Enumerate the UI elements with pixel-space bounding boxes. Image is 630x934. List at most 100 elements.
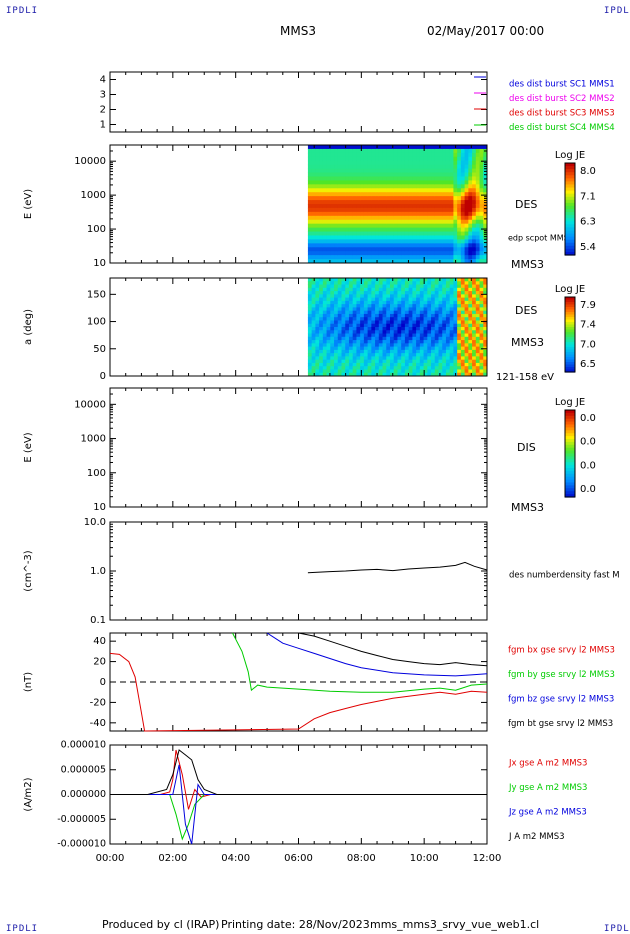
spectrogram-cell-2 xyxy=(378,307,384,312)
spectrogram-cell-2 xyxy=(356,284,361,289)
y-tick-label: 10 xyxy=(93,502,106,513)
spectrogram-cell-2 xyxy=(464,304,469,308)
spectrogram-cell-1 xyxy=(460,251,466,256)
spectrogram-cell-2 xyxy=(468,320,473,325)
y-tick-label: 10000 xyxy=(74,156,106,167)
spectrogram-cell-1 xyxy=(423,243,428,248)
spectrogram-cell-2 xyxy=(337,359,343,364)
spectrogram-cell-1 xyxy=(307,259,313,264)
y-tick-label: 0.1 xyxy=(90,615,106,626)
spectrogram-cell-2 xyxy=(412,369,417,374)
spectrogram-cell-2 xyxy=(460,333,466,338)
spectrogram-cell-1 xyxy=(445,251,451,256)
spectrogram-cell-2 xyxy=(322,346,328,351)
spectrogram-cell-1 xyxy=(472,219,477,225)
spectrogram-cell-2 xyxy=(371,323,376,328)
spectrogram-cell-2 xyxy=(475,353,481,357)
spectrogram-cell-2 xyxy=(311,310,316,315)
colorbar-cell-2 xyxy=(565,329,575,333)
spectrogram-cell-2 xyxy=(330,327,335,331)
spectrogram-cell-2 xyxy=(464,291,469,295)
spectrogram-cell-2 xyxy=(404,291,410,295)
spectrogram-cell-1 xyxy=(337,243,343,248)
spectrogram-cell-2 xyxy=(330,287,335,292)
spectrogram-cell-2 xyxy=(438,317,443,321)
colorbar-cell-3 xyxy=(565,412,575,417)
spectrogram-cell-2 xyxy=(483,356,488,361)
spectrogram-cell-2 xyxy=(378,372,384,377)
spectrogram-cell-2 xyxy=(479,353,484,357)
spectrogram-cell-2 xyxy=(382,333,387,338)
spectrogram-cell-1 xyxy=(427,188,432,193)
spectrogram-cell-1 xyxy=(457,259,462,264)
spectrogram-cell-2 xyxy=(334,294,339,299)
spectrogram-cell-1 xyxy=(419,219,425,225)
spectrogram-cell-1 xyxy=(322,255,328,260)
spectrogram-cell-1 xyxy=(326,219,331,225)
spectrogram-cell-1 xyxy=(363,160,369,166)
spectrogram-cell-1 xyxy=(393,211,398,217)
spectrogram-cell-2 xyxy=(464,284,469,289)
spectrogram-cell-1 xyxy=(427,145,432,150)
spectrogram-cell-2 xyxy=(360,336,365,341)
spectrogram-cell-2 xyxy=(404,304,410,308)
spectrogram-cell-2 xyxy=(345,284,350,289)
spectrogram-cell-2 xyxy=(322,369,328,374)
spectrogram-cell-2 xyxy=(382,356,387,361)
spectrogram-cell-2 xyxy=(393,281,398,286)
spectrogram-cell-1 xyxy=(348,152,354,158)
spectrogram-cell-1 xyxy=(348,196,354,201)
spectrogram-cell-2 xyxy=(423,281,428,286)
spectrogram-cell-2 xyxy=(371,336,376,341)
spectrogram-cell-2 xyxy=(319,349,324,354)
spectrogram-cell-1 xyxy=(416,164,421,170)
spectrogram-cell-2 xyxy=(311,320,316,325)
spectrogram-cell-2 xyxy=(427,297,432,302)
spectrogram-cell-2 xyxy=(460,330,466,335)
spectrogram-cell-1 xyxy=(404,223,410,229)
series-label: J A m2 MMS3 xyxy=(508,832,565,842)
spectrogram-cell-1 xyxy=(472,152,477,158)
colorbar-cell-3 xyxy=(565,444,575,449)
spectrogram-cell-2 xyxy=(397,340,402,344)
spectrogram-cell-1 xyxy=(334,207,339,213)
spectrogram-cell-1 xyxy=(341,259,346,264)
spectrogram-cell-2 xyxy=(412,327,417,331)
spectrogram-cell-2 xyxy=(479,304,484,308)
spectrogram-cell-1 xyxy=(431,243,436,248)
spectrogram-cell-2 xyxy=(360,294,365,299)
spectrogram-cell-1 xyxy=(423,164,428,170)
spectrogram-cell-2 xyxy=(337,320,343,325)
spectrogram-cell-1 xyxy=(468,223,473,229)
colorbar-frame-3 xyxy=(564,409,576,498)
spectrogram-cell-2 xyxy=(423,336,428,341)
spectrogram-cell-1 xyxy=(468,239,473,244)
spectrogram-cell-1 xyxy=(401,152,406,158)
spectrogram-cell-1 xyxy=(360,243,365,248)
spectrogram-cell-2 xyxy=(416,333,421,338)
spectrogram-cell-1 xyxy=(431,200,436,205)
spectrogram-cell-1 xyxy=(401,160,406,166)
spectrogram-cell-2 xyxy=(397,353,402,357)
spectrogram-cell-1 xyxy=(360,152,365,158)
spectrogram-cell-2 xyxy=(386,304,391,308)
spectrogram-cell-1 xyxy=(375,180,380,185)
colorbar-cell-3 xyxy=(565,424,575,428)
spectrogram-cell-1 xyxy=(423,223,428,229)
spectrogram-cell-2 xyxy=(367,330,372,335)
spectrogram-cell-2 xyxy=(341,300,346,305)
spectrogram-cell-1 xyxy=(404,211,410,217)
spectrogram-cell-1 xyxy=(322,227,328,233)
spectrogram-cell-2 xyxy=(382,287,387,292)
spectrogram-cell-2 xyxy=(356,323,361,328)
colorbar-cell-1 xyxy=(565,181,575,186)
spectrogram-cell-2 xyxy=(475,349,481,354)
spectrogram-cell-1 xyxy=(416,251,421,256)
spectrogram-cell-1 xyxy=(468,211,473,217)
spectrogram-cell-1 xyxy=(348,251,354,256)
spectrogram-cell-2 xyxy=(442,281,447,286)
spectrogram-cell-2 xyxy=(390,278,395,282)
spectrogram-cell-2 xyxy=(449,327,454,331)
spectrogram-cell-2 xyxy=(416,291,421,295)
spectrogram-cell-2 xyxy=(483,307,488,312)
